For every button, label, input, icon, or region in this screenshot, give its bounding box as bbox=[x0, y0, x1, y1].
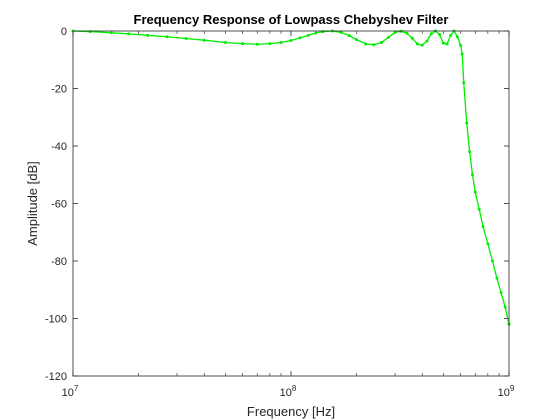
x-tick-exponent: 8 bbox=[292, 384, 297, 393]
x-tick-label: 108 bbox=[280, 384, 297, 399]
data-point bbox=[241, 42, 245, 46]
data-point bbox=[109, 31, 113, 35]
data-point bbox=[455, 35, 459, 39]
plot-background bbox=[73, 31, 509, 376]
data-point bbox=[490, 259, 494, 263]
chart-title: Frequency Response of Lowpass Chebyshev … bbox=[134, 12, 449, 27]
data-point bbox=[347, 34, 351, 38]
data-point bbox=[289, 38, 293, 42]
x-tick-base: 10 bbox=[62, 387, 74, 399]
data-point bbox=[499, 291, 503, 295]
data-point bbox=[415, 42, 419, 46]
y-tick-label: -20 bbox=[51, 84, 67, 96]
data-point bbox=[386, 35, 390, 39]
data-point bbox=[184, 36, 188, 40]
data-point bbox=[379, 41, 383, 44]
data-point bbox=[405, 31, 409, 35]
y-axis-label: Amplitude [dB] bbox=[25, 161, 40, 246]
data-point bbox=[279, 41, 283, 44]
data-point bbox=[146, 33, 150, 37]
data-point bbox=[449, 33, 453, 37]
y-ticks: 0 -20 -40 -60 -80 -100 -120 bbox=[45, 26, 509, 383]
data-point bbox=[298, 36, 302, 40]
data-point bbox=[306, 33, 310, 37]
series-layer bbox=[71, 29, 511, 326]
data-point bbox=[495, 276, 499, 280]
data-point bbox=[420, 43, 424, 47]
x-ticks: 107 108 109 bbox=[62, 31, 515, 399]
x-tick-exponent: 9 bbox=[510, 384, 515, 393]
data-point bbox=[202, 38, 206, 42]
x-axis-label: Frequency [Hz] bbox=[247, 404, 335, 419]
data-point bbox=[477, 207, 481, 211]
y-tick-label: -60 bbox=[51, 199, 67, 211]
data-point bbox=[223, 41, 227, 44]
x-tick-base: 10 bbox=[498, 387, 510, 399]
data-point bbox=[460, 52, 464, 56]
series-line bbox=[72, 30, 510, 325]
data-point bbox=[481, 225, 485, 228]
data-point bbox=[88, 30, 92, 34]
data-point bbox=[445, 42, 449, 46]
data-point bbox=[410, 36, 414, 40]
data-point bbox=[465, 121, 469, 125]
data-point bbox=[425, 39, 429, 43]
data-point bbox=[165, 35, 169, 39]
data-point bbox=[503, 305, 507, 309]
data-point bbox=[339, 30, 343, 34]
plot-frame bbox=[72, 30, 510, 377]
data-point bbox=[441, 41, 445, 45]
data-point bbox=[462, 81, 466, 85]
y-tick-label: -80 bbox=[51, 256, 67, 268]
y-tick-label: -120 bbox=[45, 371, 67, 383]
x-tick-label: 107 bbox=[62, 384, 79, 399]
data-point bbox=[486, 242, 490, 246]
data-point bbox=[355, 38, 359, 42]
data-point bbox=[321, 30, 325, 34]
data-point bbox=[393, 30, 397, 34]
data-point bbox=[364, 42, 368, 46]
data-point bbox=[429, 32, 433, 36]
data-point bbox=[473, 190, 477, 194]
y-tick-label: -40 bbox=[51, 141, 67, 153]
x-tick-exponent: 7 bbox=[74, 384, 79, 393]
y-tick-label: 0 bbox=[61, 26, 67, 38]
data-point bbox=[468, 150, 472, 154]
y-tick-label: -100 bbox=[45, 314, 67, 326]
data-point bbox=[314, 31, 318, 35]
data-point bbox=[438, 32, 442, 36]
x-tick-base: 10 bbox=[280, 387, 292, 399]
data-point bbox=[459, 43, 463, 47]
data-point bbox=[268, 42, 272, 46]
x-tick-label: 109 bbox=[498, 384, 515, 399]
data-point bbox=[255, 42, 259, 46]
data-point bbox=[127, 32, 131, 36]
data-point bbox=[470, 173, 474, 177]
data-point bbox=[372, 43, 376, 47]
